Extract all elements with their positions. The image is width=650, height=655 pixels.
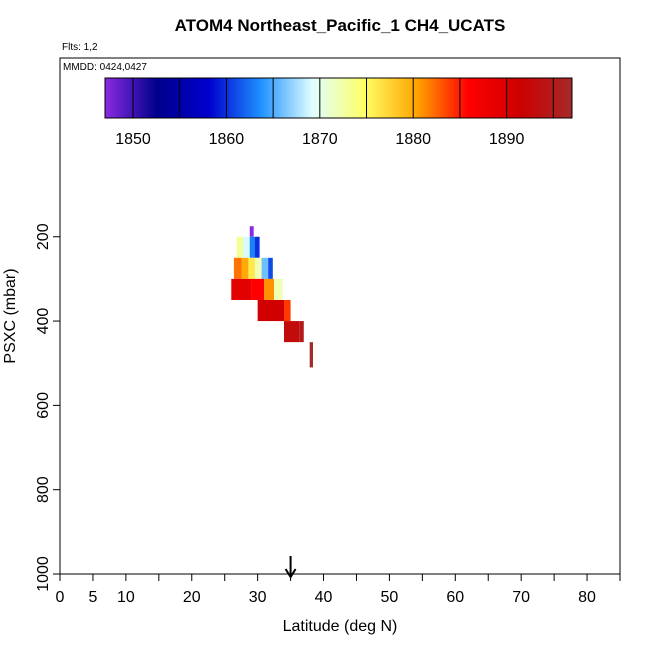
- x-tick-label: 80: [578, 589, 596, 606]
- data-cell: [284, 299, 291, 322]
- colorbar-tick-label: 1850: [115, 131, 151, 148]
- data-cell: [257, 299, 284, 322]
- colorbar: [104, 77, 573, 119]
- plot-frame: [59, 57, 621, 575]
- x-tick-label: 70: [512, 589, 530, 606]
- dates-note: MMDD: 0424,0427: [63, 62, 147, 73]
- data-cell: [233, 257, 242, 279]
- data-cell: [236, 236, 244, 258]
- data-cell: [299, 321, 304, 343]
- data-cell: [264, 278, 275, 300]
- data-cell: [268, 257, 273, 279]
- data-cell: [231, 278, 252, 300]
- colorbar-tick-label: 1880: [395, 131, 431, 148]
- chart-title: ATOM4 Northeast_Pacific_1 CH4_UCATS: [175, 16, 506, 35]
- flights-note: Flts: 1,2: [62, 42, 98, 53]
- data-cell: [249, 226, 254, 237]
- colorbar-tick-label: 1890: [489, 131, 525, 148]
- data-cell: [249, 236, 256, 258]
- y-axis-title: PSXC (mbar): [2, 268, 19, 363]
- x-tick-label: 10: [117, 589, 135, 606]
- data-cell: [274, 278, 283, 300]
- colorbar-tick-label: 1860: [209, 131, 245, 148]
- data-cell: [241, 257, 249, 279]
- data-cell: [255, 257, 262, 279]
- data-cell: [261, 257, 269, 279]
- data-cell: [255, 236, 260, 258]
- y-tick-label: 1000: [35, 556, 52, 592]
- x-tick-label: 30: [249, 589, 267, 606]
- location-arrow: [284, 556, 297, 579]
- y-tick-label: 600: [35, 392, 52, 419]
- x-tick-label: 5: [88, 589, 97, 606]
- data-cell: [243, 236, 250, 258]
- data-cell: [248, 257, 256, 279]
- x-tick-label: 50: [381, 589, 399, 606]
- x-tick-label: 0: [56, 589, 65, 606]
- data-cell: [251, 278, 265, 300]
- data-cell: [309, 342, 313, 368]
- y-tick-label: 800: [35, 476, 52, 503]
- x-axis-title: Latitude (deg N): [283, 618, 398, 635]
- y-tick-label: 400: [35, 308, 52, 335]
- data-cell: [284, 321, 300, 343]
- x-tick-label: 60: [446, 589, 464, 606]
- x-tick-label: 20: [183, 589, 201, 606]
- colorbar-tick-label: 1870: [302, 131, 338, 148]
- x-tick-label: 40: [315, 589, 333, 606]
- y-tick-label: 200: [35, 223, 52, 250]
